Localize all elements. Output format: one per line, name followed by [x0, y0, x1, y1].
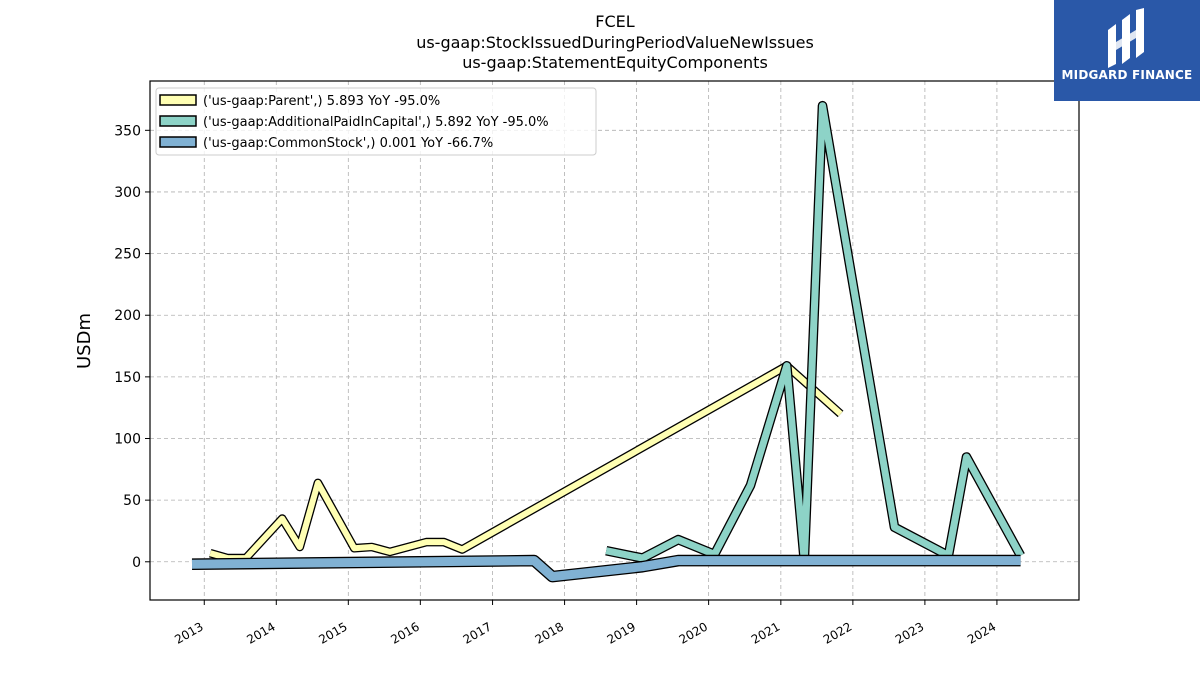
x-tick-label: 2018: [533, 619, 566, 646]
y-tick-label: 250: [114, 247, 141, 263]
y-tick-label: 300: [114, 185, 141, 201]
y-tick-label: 200: [114, 308, 141, 324]
series-layer: [191, 100, 1025, 583]
y-tick-label: 100: [114, 432, 141, 448]
y-tick-label: 350: [114, 123, 141, 139]
series-line: [605, 102, 1024, 565]
x-tick-label: 2017: [461, 619, 494, 646]
x-tick-label: 2022: [821, 619, 854, 646]
series-line: [209, 362, 843, 562]
legend-swatch: [159, 115, 197, 127]
y-tick-label: 50: [123, 493, 141, 509]
x-tick-label: 2024: [965, 619, 998, 646]
y-tick-label: 150: [114, 370, 141, 386]
series-line: [191, 556, 1021, 582]
midgard-finance-logo: MIDGARD FINANCE: [1054, 0, 1200, 101]
legend-swatch: [159, 136, 197, 148]
grid: [150, 81, 1079, 600]
y-axis-ticks: 0 50 100 150 200 250 300 350: [114, 123, 150, 571]
chart-subtitle-2: us-gaap:StatementEquityComponents: [462, 53, 768, 72]
x-tick-label: 2020: [677, 619, 710, 646]
legend-entry: ('us-gaap:CommonStock',) 0.001 YoY -66.7…: [203, 136, 493, 151]
y-tick-label: 0: [132, 555, 141, 571]
legend-entry: ('us-gaap:AdditionalPaidInCapital',) 5.8…: [203, 115, 549, 130]
x-axis-ticks: 2013 2014 2015 2016 2017 2018 2019 2020 2021 2022…: [172, 600, 998, 647]
logo-name: MIDGARD FINANCE: [1061, 68, 1193, 82]
x-tick-label: 2014: [244, 619, 277, 646]
x-tick-label: 2023: [893, 619, 926, 646]
plot-frame: [149, 80, 1080, 601]
legend-entry: ('us-gaap:Parent',) 5.893 YoY -95.0%: [203, 94, 440, 109]
chart-title: FCEL: [595, 12, 634, 31]
x-tick-label: 2013: [172, 619, 205, 646]
x-tick-label: 2015: [316, 619, 349, 646]
x-tick-label: 2016: [388, 619, 421, 646]
y-axis-label: USDm: [74, 313, 95, 369]
x-tick-label: 2019: [605, 619, 638, 646]
legend: ('us-gaap:Parent',) 5.893 YoY -95.0% ('us…: [155, 87, 597, 156]
chart-subtitle-1: us-gaap:StockIssuedDuringPeriodValueNewI…: [416, 33, 814, 52]
logo-mark-icon: [1108, 8, 1144, 68]
legend-frame: [155, 87, 597, 156]
x-tick-label: 2021: [749, 619, 782, 646]
legend-swatch: [159, 94, 197, 106]
